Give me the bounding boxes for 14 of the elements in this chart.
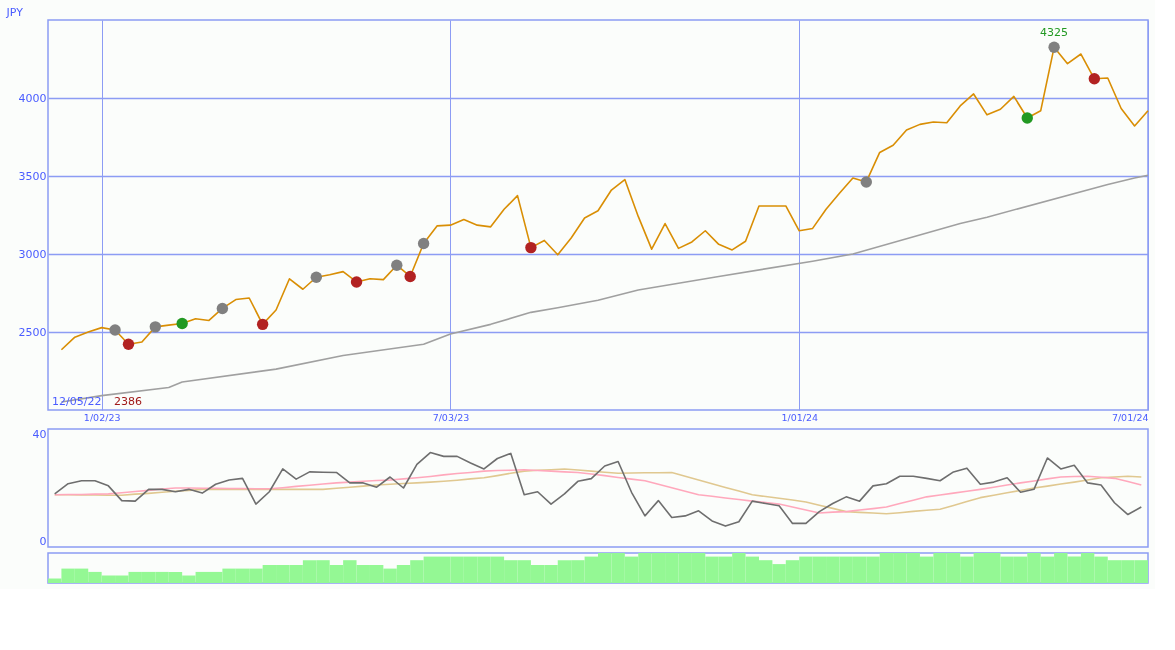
y-tick-label: 2500	[18, 325, 47, 339]
y-tick-label: 3500	[18, 169, 47, 183]
x-tick-label: 7/01/24	[1111, 411, 1149, 423]
annotation: 4325	[1040, 26, 1069, 40]
y-axis-title: JPY	[5, 5, 24, 19]
x-tick-label: 1/02/23	[83, 411, 121, 423]
annotation: 12/05/22	[52, 395, 102, 408]
y-tick-label: 0	[39, 535, 47, 549]
y-tick-label: 4000	[18, 91, 47, 105]
annotation: 2386	[114, 395, 142, 408]
y-tick-label: 40	[32, 427, 47, 441]
x-tick-label: 7/03/23	[432, 411, 470, 423]
x-tick-label: 1/01/24	[781, 411, 819, 423]
y-tick-label: 3000	[18, 247, 47, 261]
